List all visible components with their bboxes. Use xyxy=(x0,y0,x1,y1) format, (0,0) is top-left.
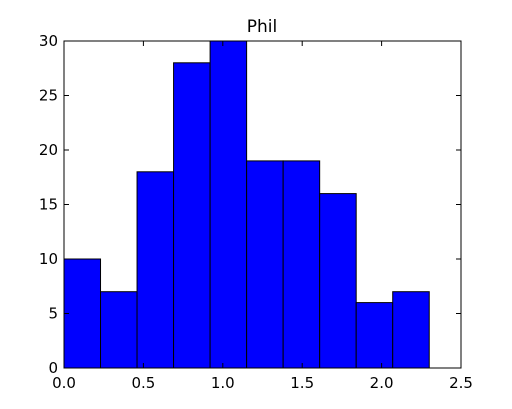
y-tick-label: 0 xyxy=(48,359,58,377)
histogram-bar xyxy=(209,40,248,369)
chart-title: Phil xyxy=(247,17,277,37)
histogram-bar xyxy=(100,291,138,369)
histogram-bar xyxy=(173,62,211,369)
histogram-bar xyxy=(392,291,430,369)
x-tick-label: 2.0 xyxy=(370,374,394,392)
y-tick-label: 30 xyxy=(39,32,58,50)
bars-group xyxy=(63,40,430,369)
x-tick-label: 0.5 xyxy=(131,374,155,392)
x-tick-label: 1.0 xyxy=(211,374,235,392)
y-tick-label: 20 xyxy=(39,141,58,159)
y-tick-label: 5 xyxy=(48,305,58,323)
histogram-bar xyxy=(355,302,394,369)
x-tick-label: 2.5 xyxy=(449,374,473,392)
x-tick-label: 0.0 xyxy=(52,374,76,392)
tick-labels-group: 0.0 0.5 1.0 1.5 2.0 2.5 0 5 10 15 20 25 30 xyxy=(39,32,473,392)
x-tick-label: 1.5 xyxy=(290,374,314,392)
y-tick-label: 15 xyxy=(39,196,58,214)
plot-frame xyxy=(63,40,462,369)
y-tick-label: 10 xyxy=(39,250,58,268)
histogram-bar xyxy=(282,160,321,369)
histogram-bar xyxy=(246,160,284,369)
histogram-bar xyxy=(136,171,175,369)
histogram-bar xyxy=(63,258,102,369)
histogram-bar xyxy=(319,193,357,369)
y-tick-label: 25 xyxy=(39,87,58,105)
